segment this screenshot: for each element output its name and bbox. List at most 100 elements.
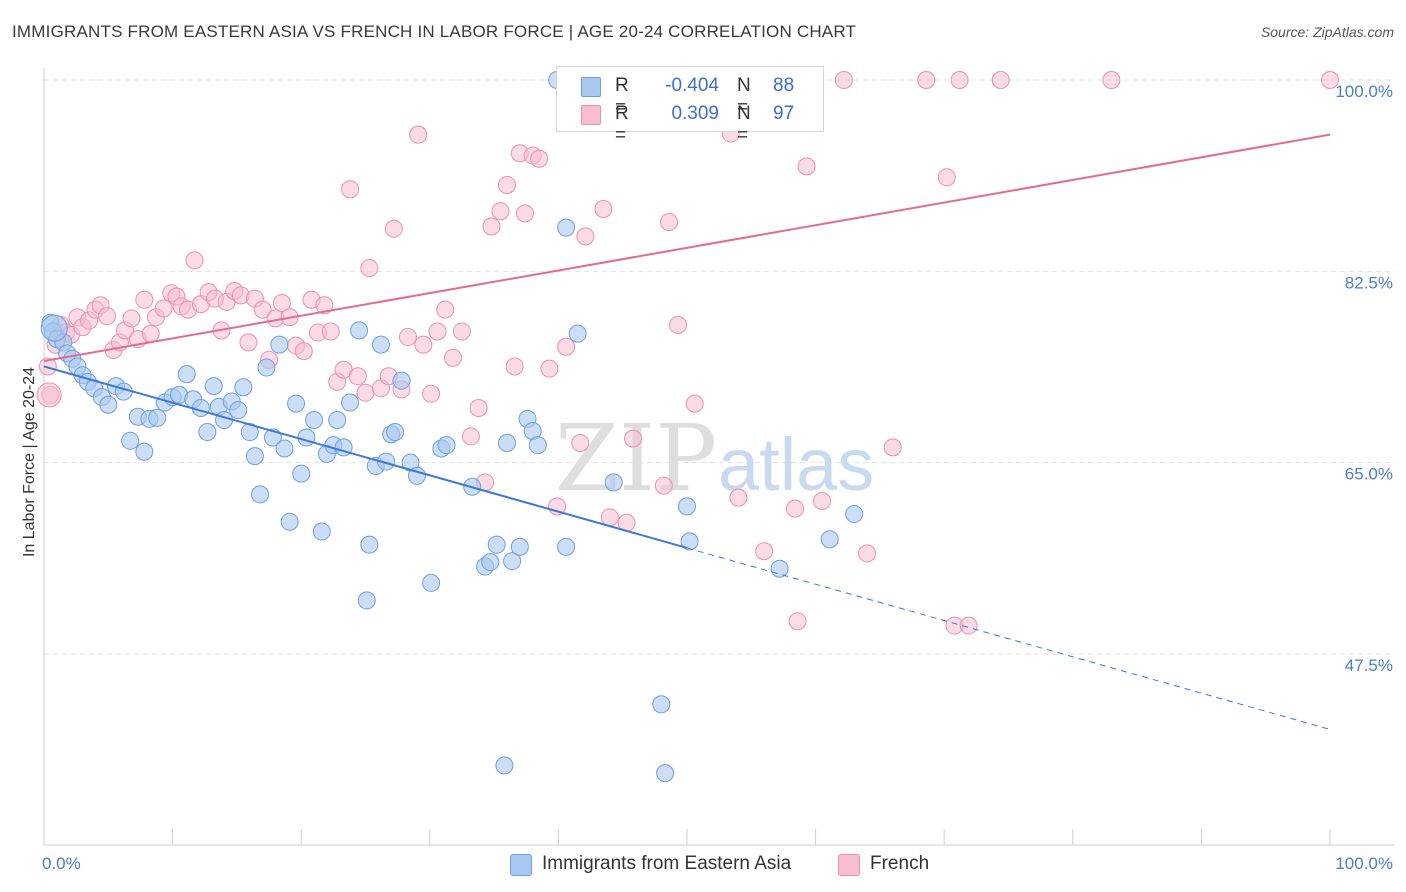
- eastern-asia-point: [604, 473, 623, 492]
- french-point: [834, 71, 853, 89]
- french-point: [428, 322, 447, 341]
- french-point: [253, 300, 272, 319]
- eastern-asia-point: [245, 447, 264, 466]
- eastern-asia-point: [292, 464, 311, 483]
- french-point: [659, 213, 678, 232]
- french-point: [272, 294, 291, 313]
- french-point: [937, 168, 956, 187]
- eastern-asia-point: [198, 423, 217, 442]
- eastern-asia-point: [312, 522, 331, 541]
- french-point: [321, 322, 340, 341]
- french-point: [141, 324, 160, 343]
- french-point: [668, 315, 687, 334]
- eastern-asia-trend-extension: [686, 547, 1331, 730]
- legend-label: Immigrants from Eastern Asia: [542, 853, 792, 874]
- blue-swatch: [581, 77, 601, 97]
- eastern-asia-point: [656, 764, 675, 783]
- french-point: [786, 499, 805, 518]
- y-tick-label: 65.0%: [1345, 465, 1393, 484]
- eastern-asia-point: [770, 559, 789, 578]
- french-point: [571, 433, 590, 452]
- french-point: [1321, 71, 1339, 89]
- y-tick-label: 82.5%: [1345, 273, 1393, 292]
- blue-swatch: [510, 854, 532, 876]
- n-label: N =: [737, 75, 751, 118]
- eastern-asia-point: [392, 371, 411, 390]
- french-point: [505, 357, 524, 376]
- french-point: [623, 429, 642, 448]
- french-point: [1102, 71, 1121, 89]
- french-point: [38, 357, 57, 376]
- french-point: [135, 290, 154, 309]
- x-tick-label: 0.0%: [42, 854, 81, 873]
- n-label: N =: [737, 103, 751, 146]
- r-value: 0.309: [671, 103, 719, 124]
- french-point: [294, 342, 313, 361]
- french-point: [348, 367, 367, 386]
- french-point: [185, 251, 204, 270]
- french-point: [98, 307, 117, 326]
- axes: [43, 68, 1395, 846]
- eastern-asia-point: [528, 436, 547, 455]
- french-point: [600, 508, 619, 527]
- french-point: [469, 399, 488, 417]
- french-point: [36, 382, 62, 408]
- eastern-asia-point: [341, 393, 360, 412]
- eastern-asia-point: [215, 411, 234, 430]
- x-tick-label: 100.0%: [1335, 854, 1393, 873]
- eastern-asia-point: [845, 505, 864, 524]
- french-point: [729, 488, 748, 507]
- eastern-asia-point: [503, 552, 522, 571]
- gridlines: [44, 79, 1395, 655]
- eastern-asia-point: [251, 485, 270, 504]
- french-point: [414, 335, 433, 354]
- french-point: [594, 200, 613, 219]
- y-tick-label: 100.0%: [1335, 82, 1393, 101]
- eastern-asia-point: [234, 378, 253, 397]
- eastern-asia-point: [422, 573, 441, 592]
- pink-swatch: [581, 105, 601, 125]
- eastern-asia-point: [148, 408, 167, 427]
- french-point: [788, 612, 807, 631]
- french-point: [422, 384, 441, 403]
- eastern-asia-point: [229, 401, 248, 420]
- correlation-legend: R = -0.404 N = 88 R = 0.309 N = 97: [556, 66, 824, 146]
- legend-label: French: [870, 853, 930, 874]
- eastern-asia-point: [680, 532, 699, 551]
- eastern-asia-point: [497, 433, 516, 452]
- french-point: [654, 476, 673, 495]
- eastern-asia-point: [350, 321, 369, 340]
- eastern-asia-point: [121, 431, 140, 450]
- french-point: [883, 438, 902, 457]
- watermark-zip: ZIP: [555, 405, 717, 512]
- source-credit: Source: ZipAtlas.com: [1260, 24, 1394, 40]
- french-point: [443, 348, 462, 367]
- french-point: [858, 544, 877, 563]
- french-point: [813, 491, 832, 510]
- eastern-asia-point: [357, 591, 376, 610]
- r-value: -0.404: [665, 75, 719, 96]
- pink-swatch: [838, 854, 860, 876]
- r-label: R =: [615, 75, 629, 118]
- series-eastern-asia-points: [40, 71, 864, 783]
- french-point: [950, 71, 969, 89]
- eastern-asia-point: [495, 756, 514, 775]
- french-point: [557, 337, 576, 356]
- eastern-asia-point: [270, 335, 289, 354]
- eastern-asia-point: [275, 439, 294, 458]
- tick-labels: 47.5% 65.0% 82.5% 100.0% 0.0% 100.0%: [42, 82, 1393, 873]
- eastern-asia-point: [437, 436, 456, 455]
- series-legend: Immigrants from Eastern Asia French: [0, 852, 1406, 878]
- french-point: [360, 259, 379, 278]
- french-point: [755, 542, 774, 561]
- french-point: [515, 204, 534, 223]
- eastern-asia-point: [305, 411, 324, 430]
- french-point: [491, 202, 510, 221]
- eastern-asia-point: [568, 324, 587, 343]
- french-point: [239, 333, 258, 352]
- french-point: [540, 359, 559, 378]
- eastern-asia-point: [481, 553, 500, 572]
- french-trend-line: [43, 133, 1331, 362]
- french-point: [530, 149, 549, 168]
